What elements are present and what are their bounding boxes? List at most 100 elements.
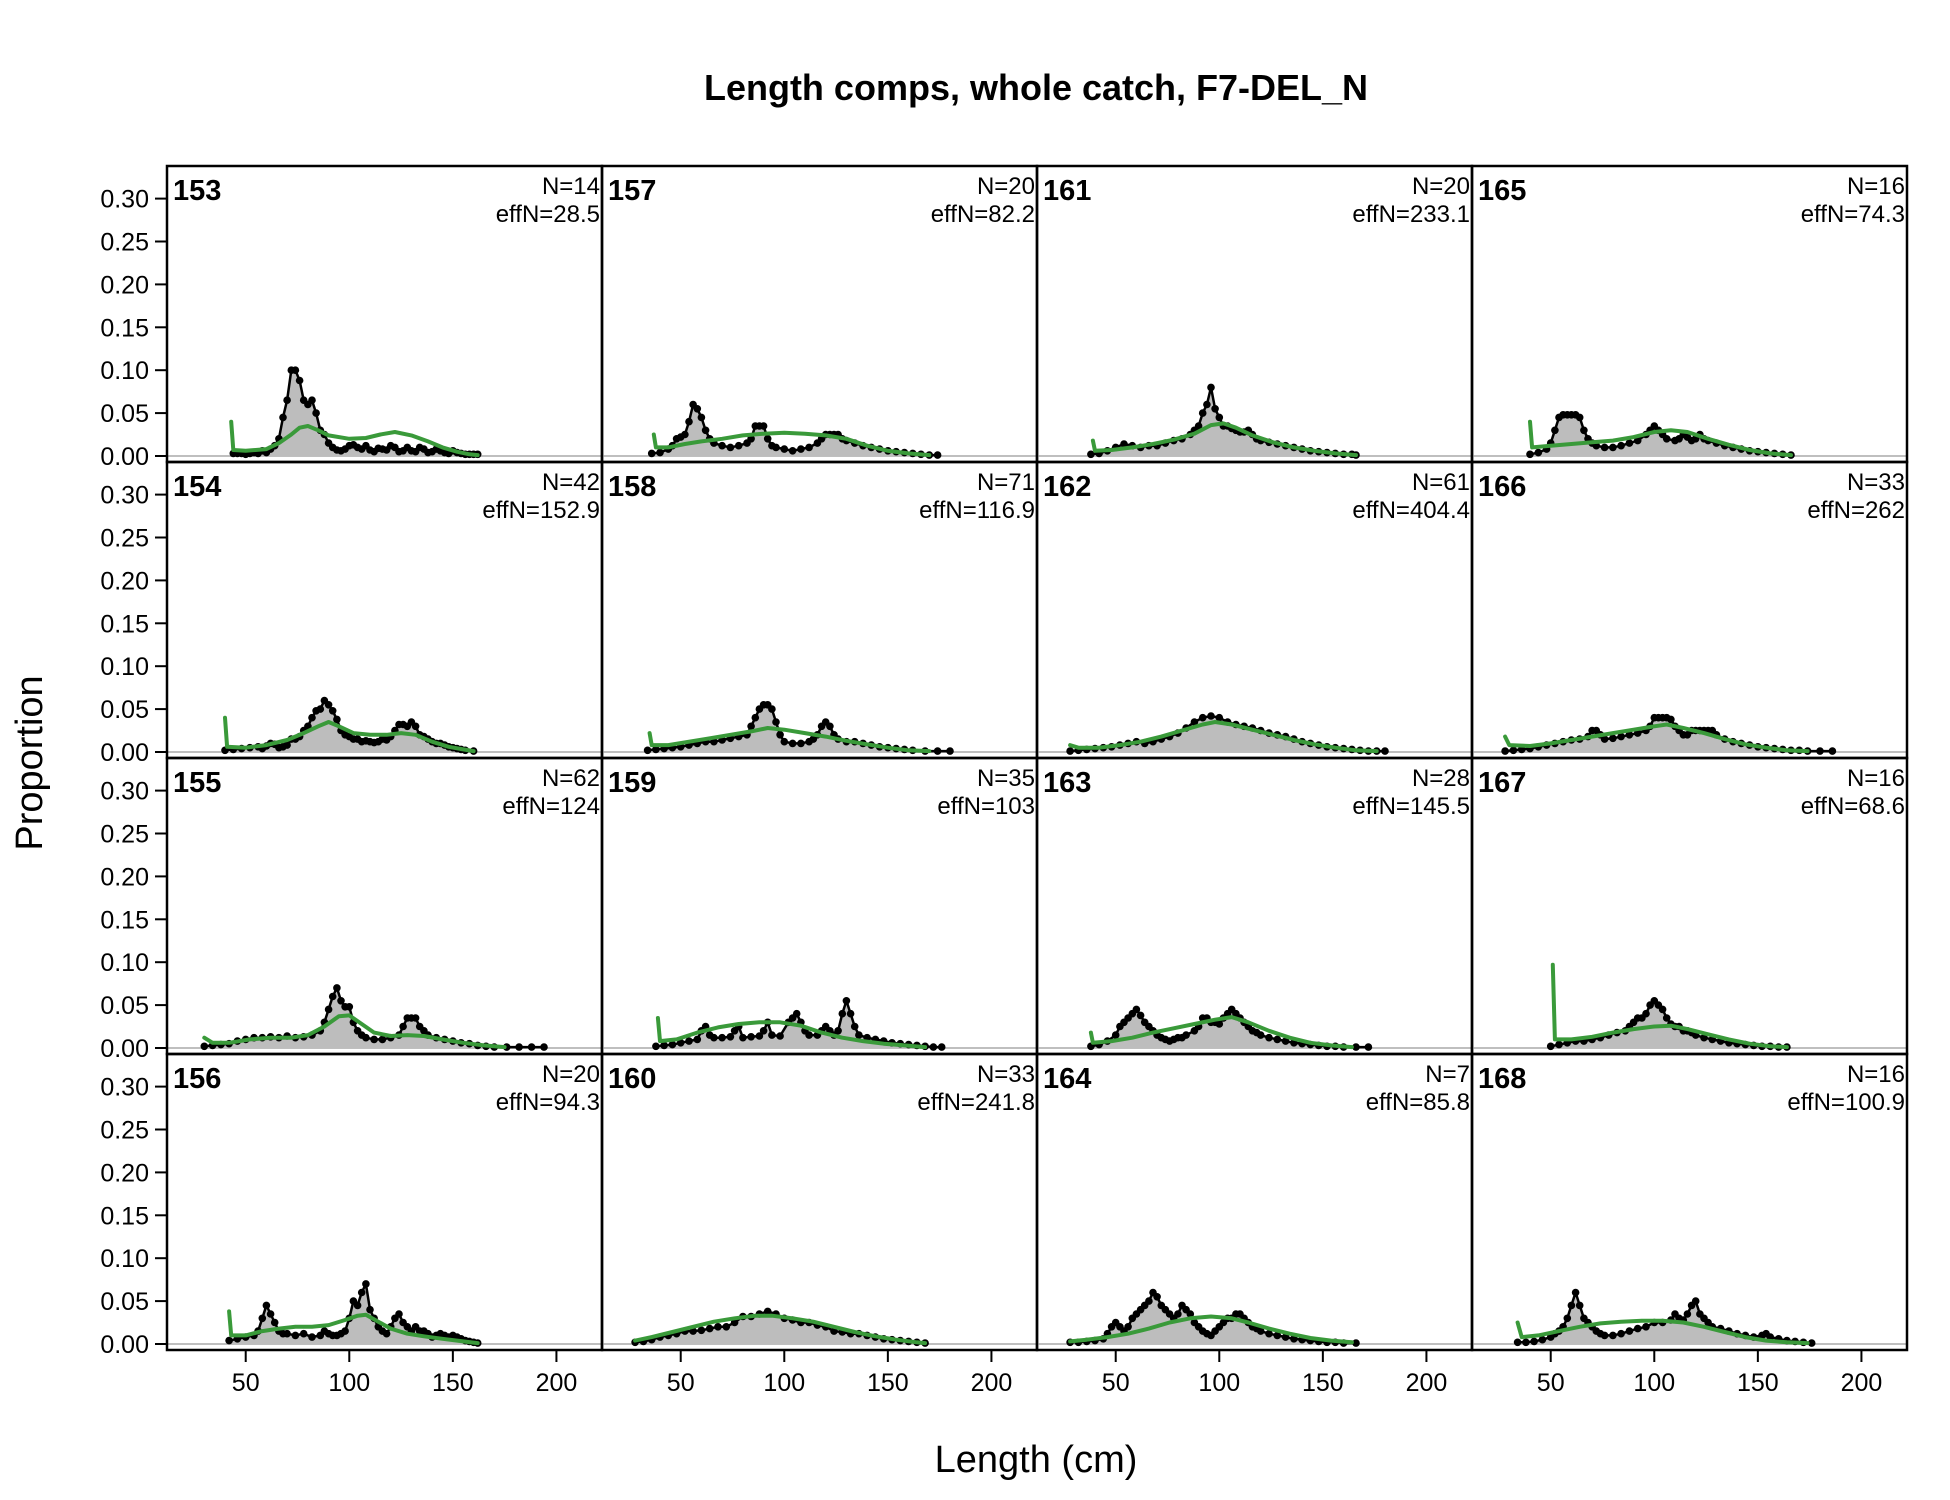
panel-n: N=71 xyxy=(977,469,1035,496)
observed-point xyxy=(1273,1331,1282,1340)
observed-point xyxy=(1509,746,1518,755)
panel-effn: effN=82.2 xyxy=(931,201,1035,228)
y-tick-label: 0.30 xyxy=(100,186,149,214)
observed-point xyxy=(1513,1338,1522,1347)
observed-point xyxy=(846,1009,855,1018)
observed-point xyxy=(697,1326,706,1335)
observed-point xyxy=(1551,426,1559,435)
observed-point xyxy=(1215,1020,1224,1028)
observed-point xyxy=(718,441,726,450)
observed-point xyxy=(763,435,772,443)
expected-line xyxy=(1090,421,1358,458)
panel-n: N=16 xyxy=(1847,173,1905,200)
observed-point xyxy=(1534,448,1543,457)
observed-point xyxy=(676,1039,685,1047)
observed-point xyxy=(1580,426,1588,435)
observed-point xyxy=(1617,441,1625,450)
observed-point xyxy=(685,417,693,426)
observed-point xyxy=(759,422,768,430)
observed-point xyxy=(643,746,652,755)
observed-point xyxy=(701,426,710,435)
observed-point xyxy=(937,1043,946,1051)
observed-point xyxy=(693,1035,702,1044)
observed-point xyxy=(1194,422,1203,430)
observed-point xyxy=(295,376,304,385)
panel-label: 155 xyxy=(173,767,221,799)
observed-point xyxy=(527,1043,536,1051)
observed-point xyxy=(718,1033,726,1042)
panel-label: 164 xyxy=(1043,1063,1091,1095)
observed-point xyxy=(1265,1329,1273,1338)
observed-point xyxy=(797,445,805,453)
observed-point xyxy=(759,1027,768,1035)
y-tick-label: 0.30 xyxy=(100,778,149,806)
observed-area xyxy=(651,404,938,456)
panel-n: N=16 xyxy=(1847,765,1905,792)
panel-effn: effN=404.4 xyxy=(1352,497,1470,524)
observed-point xyxy=(395,1310,403,1318)
panel-effn: effN=100.9 xyxy=(1787,1089,1905,1116)
observed-point xyxy=(291,1331,300,1340)
observed-point xyxy=(1207,712,1215,720)
observed-point xyxy=(362,1033,370,1042)
observed-point xyxy=(515,1043,523,1051)
observed-point xyxy=(1617,732,1625,741)
observed-point xyxy=(1546,1042,1555,1051)
observed-point xyxy=(1633,1324,1642,1333)
panel-label: 167 xyxy=(1478,767,1526,799)
observed-point xyxy=(933,451,942,459)
panel-n: N=62 xyxy=(542,765,600,792)
observed-point xyxy=(1571,1288,1580,1297)
observed-point xyxy=(946,747,954,755)
observed-point xyxy=(1617,1329,1625,1338)
expected-line xyxy=(1528,419,1793,458)
observed-point xyxy=(1174,1310,1182,1318)
observed-point xyxy=(1662,435,1671,443)
x-tick-label: 50 xyxy=(667,1369,695,1397)
panel-label: 153 xyxy=(173,175,221,207)
observed-point xyxy=(324,1005,333,1014)
observed-point xyxy=(399,1022,407,1031)
y-tick-label: 0.00 xyxy=(100,1035,149,1063)
observed-point xyxy=(270,1318,279,1327)
observed-point xyxy=(1132,1005,1141,1014)
observed-point xyxy=(1575,413,1584,422)
panel-label: 166 xyxy=(1478,471,1526,503)
panel-n: N=20 xyxy=(977,173,1035,200)
observed-point xyxy=(1600,735,1609,743)
observed-point xyxy=(283,741,291,749)
observed-point xyxy=(357,1288,366,1297)
observed-point xyxy=(1658,1005,1667,1014)
observed-point xyxy=(1662,1014,1671,1022)
observed-point xyxy=(776,731,784,739)
observed-point xyxy=(353,1301,362,1310)
observed-point xyxy=(1600,1331,1609,1340)
observed-point xyxy=(200,1042,209,1051)
observed-point xyxy=(1609,734,1617,743)
y-tick-label: 0.10 xyxy=(100,357,149,385)
observed-point xyxy=(739,1033,747,1042)
x-tick-label: 200 xyxy=(1406,1369,1448,1397)
panel-effn: effN=233.1 xyxy=(1352,201,1470,228)
observed-point xyxy=(1522,1338,1530,1347)
observed-point xyxy=(1352,1043,1360,1051)
observed-point xyxy=(652,1042,660,1051)
y-tick-label: 0.30 xyxy=(100,482,149,510)
observed-point xyxy=(726,1033,735,1041)
observed-point xyxy=(1145,1297,1153,1305)
observed-point xyxy=(1633,436,1642,445)
panel-n: N=28 xyxy=(1412,765,1470,792)
observed-point xyxy=(1609,1331,1617,1340)
y-tick-label: 0.15 xyxy=(100,314,149,342)
chart-title: Length comps, whole catch, F7-DEL_N xyxy=(704,67,1368,108)
x-tick-label: 100 xyxy=(763,1369,805,1397)
panel-label: 160 xyxy=(608,1063,656,1095)
observed-point xyxy=(1273,1035,1282,1044)
observed-point xyxy=(266,1310,275,1318)
panel-label: 157 xyxy=(608,175,656,207)
expected-line xyxy=(1088,1015,1354,1050)
